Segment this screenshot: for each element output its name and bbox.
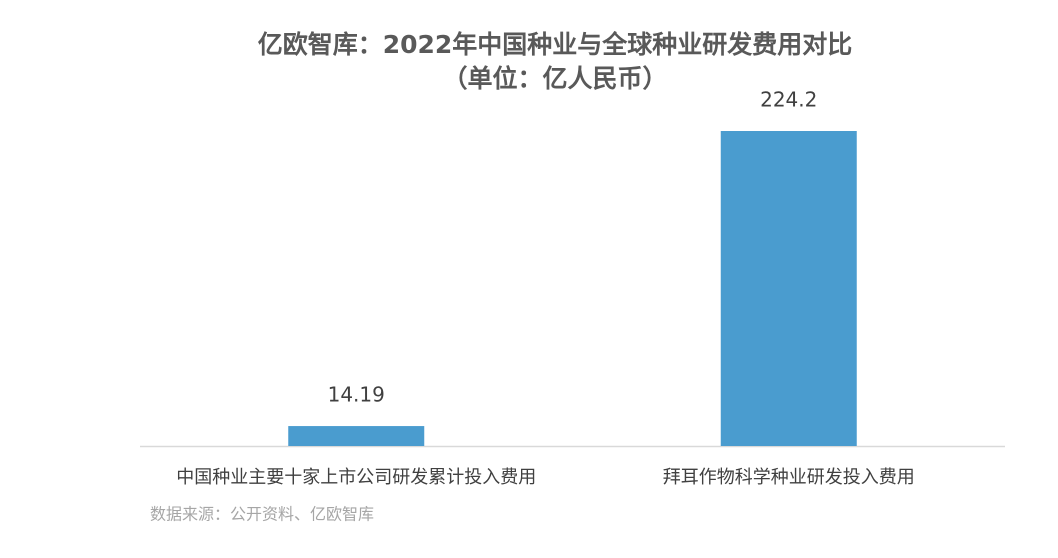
value-label: 14.19 [328, 383, 385, 407]
x-tick-label: 中国种业主要十家上市公司研发累计投入费用 [176, 467, 536, 488]
chart-subtitle: （单位：亿人民币） [442, 64, 667, 93]
bar [288, 426, 425, 446]
bar [720, 131, 857, 446]
value-label: 224.2 [760, 88, 817, 112]
chart-title: 亿欧智库：2022年中国种业与全球种业研发费用对比 [258, 30, 853, 59]
source-note: 数据来源：公开资料、亿欧智库 [150, 505, 374, 524]
x-tick-label: 拜耳作物科学种业研发投入费用 [663, 467, 915, 488]
